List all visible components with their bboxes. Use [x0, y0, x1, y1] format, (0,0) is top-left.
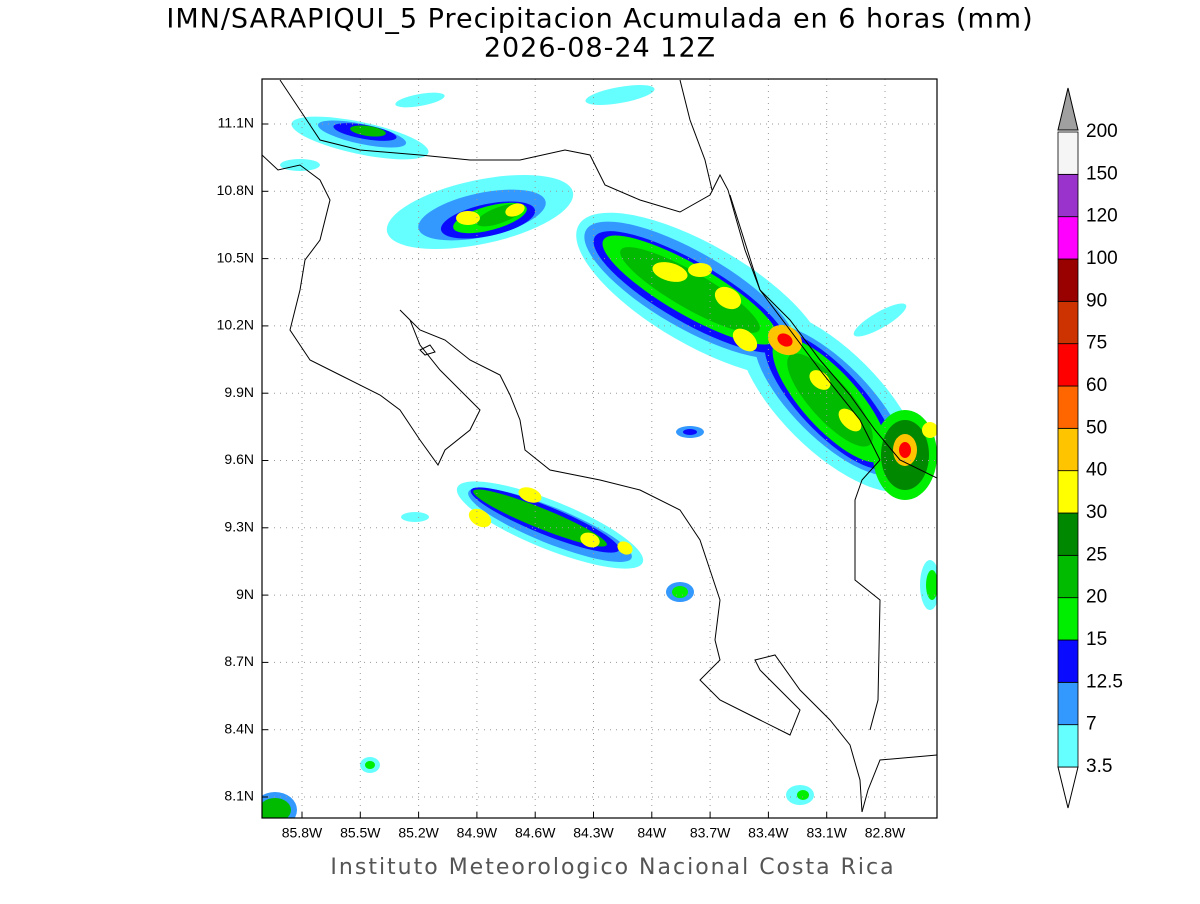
colorbar-box [1057, 512, 1079, 556]
colorbar-box [1057, 131, 1079, 175]
precip-cell [617, 541, 633, 555]
lat-tick-label: 10.2N [217, 317, 254, 333]
colorbar-label: 60 [1086, 375, 1107, 396]
colorbar-box [1057, 343, 1079, 387]
lon-tick-label: 84W [637, 825, 667, 841]
colorbar-label: 7 [1086, 714, 1097, 735]
colorbar-label: 15 [1086, 629, 1107, 650]
colorbar-box [1057, 300, 1079, 345]
precip-cell [365, 761, 375, 769]
precip-field [262, 85, 937, 818]
colorbar-label: 3.5 [1086, 756, 1112, 777]
precip-cell [926, 570, 937, 600]
precip-cell [395, 92, 445, 108]
lat-tick-label: 9.3N [224, 519, 254, 535]
colorbar-box [1057, 173, 1079, 218]
colorbar-box [1057, 681, 1079, 726]
precip-cell [580, 532, 600, 548]
colorbar-box [1057, 427, 1079, 472]
title: IMN/SARAPIQUI_5 Precipitacion Acumulada … [166, 4, 1033, 35]
colorbar-box [1057, 554, 1079, 599]
precip-cell [585, 85, 655, 105]
coastlines [262, 79, 937, 813]
colorbar-box [1057, 216, 1079, 260]
colorbar-label: 150 [1086, 163, 1118, 184]
precip-cell [688, 263, 712, 277]
colorbar-under [1057, 766, 1079, 809]
colorbar-label: 200 [1086, 121, 1118, 142]
precip-cell [838, 408, 862, 432]
lon-tick-label: 85.8W [282, 825, 323, 841]
colorbar-box [1057, 639, 1079, 683]
colorbar-label: 40 [1086, 460, 1107, 481]
lon-tick-label: 82.8W [865, 825, 906, 841]
precip-cell [732, 328, 758, 352]
lon-tick-label: 83.1W [806, 825, 847, 841]
lon-tick-label: 83.7W [690, 825, 731, 841]
precip-cell [262, 798, 291, 818]
lat-tick-label: 10.8N [217, 182, 254, 198]
colorbar-label: 75 [1086, 333, 1107, 354]
coastline [279, 79, 937, 479]
precip-cell [468, 508, 492, 528]
border [729, 194, 881, 731]
lon-tick-label: 85.2W [398, 825, 439, 841]
coastline [262, 154, 863, 813]
precip-cell [652, 262, 688, 282]
precip-cell [809, 370, 831, 390]
precip-cell [505, 203, 525, 217]
lat-tick-label: 9.9N [224, 384, 254, 400]
lon-tick-label: 85.5W [340, 825, 381, 841]
precip-cell [899, 442, 911, 458]
coastline [679, 79, 713, 191]
precip-cell [401, 512, 429, 522]
colorbar-label: 50 [1086, 417, 1107, 438]
border [861, 754, 937, 813]
precip-cell [683, 429, 697, 435]
lat-tick-label: 11.1N [218, 115, 254, 131]
lat-tick-label: 8.4N [224, 720, 254, 736]
precip-cell [922, 422, 937, 438]
precip-cell [456, 211, 480, 225]
lat-tick-label: 8.7N [224, 653, 254, 669]
colorbar-label: 90 [1086, 290, 1107, 311]
colorbar-box [1057, 470, 1079, 514]
colorbar-box [1057, 258, 1079, 302]
map-frame [261, 78, 938, 819]
colorbar-over [1057, 87, 1079, 131]
island [419, 344, 436, 356]
footer: Instituto Meteorologico Nacional Costa R… [330, 855, 895, 880]
precip-cell [518, 487, 542, 503]
lat-tick-label: 9N [236, 586, 254, 602]
colorbar: 3.5 7 12.5 15 20 25 30 40 50 60 75 90 100 120 150 200 [1057, 87, 1123, 809]
lon-tick-label: 84.9W [457, 825, 498, 841]
colorbar-label: 30 [1086, 502, 1107, 523]
lat-tick-label: 9.6N [224, 451, 254, 467]
precip-cell [714, 286, 742, 310]
colorbar-label: 120 [1086, 206, 1118, 227]
lon-tick-label: 84.6W [515, 825, 556, 841]
colorbar-box [1057, 385, 1079, 429]
colorbar-label: 25 [1086, 544, 1107, 565]
subtitle: 2026-08-24 12Z [484, 33, 716, 64]
lon-tick-label: 83.4W [748, 825, 789, 841]
colorbar-label: 20 [1086, 587, 1107, 608]
precip-cell [853, 303, 907, 337]
precip-cell [350, 125, 386, 137]
colorbar-label: 100 [1086, 248, 1118, 269]
precip-cell [473, 489, 607, 547]
colorbar-label: 12.5 [1086, 671, 1123, 692]
colorbar-box [1057, 597, 1079, 641]
lon-tick-label: 84.3W [573, 825, 614, 841]
ticks: 85.8W 85.5W 85.2W 84.9W 84.6W 84.3W 84W 83.7W 83… [217, 115, 906, 841]
precip-cell [797, 790, 809, 800]
lat-tick-label: 8.1N [224, 788, 254, 804]
lat-tick-label: 10.5N [217, 249, 254, 265]
precip-cell [777, 333, 793, 347]
colorbar-box [1057, 724, 1079, 768]
precip-cell [672, 586, 688, 598]
